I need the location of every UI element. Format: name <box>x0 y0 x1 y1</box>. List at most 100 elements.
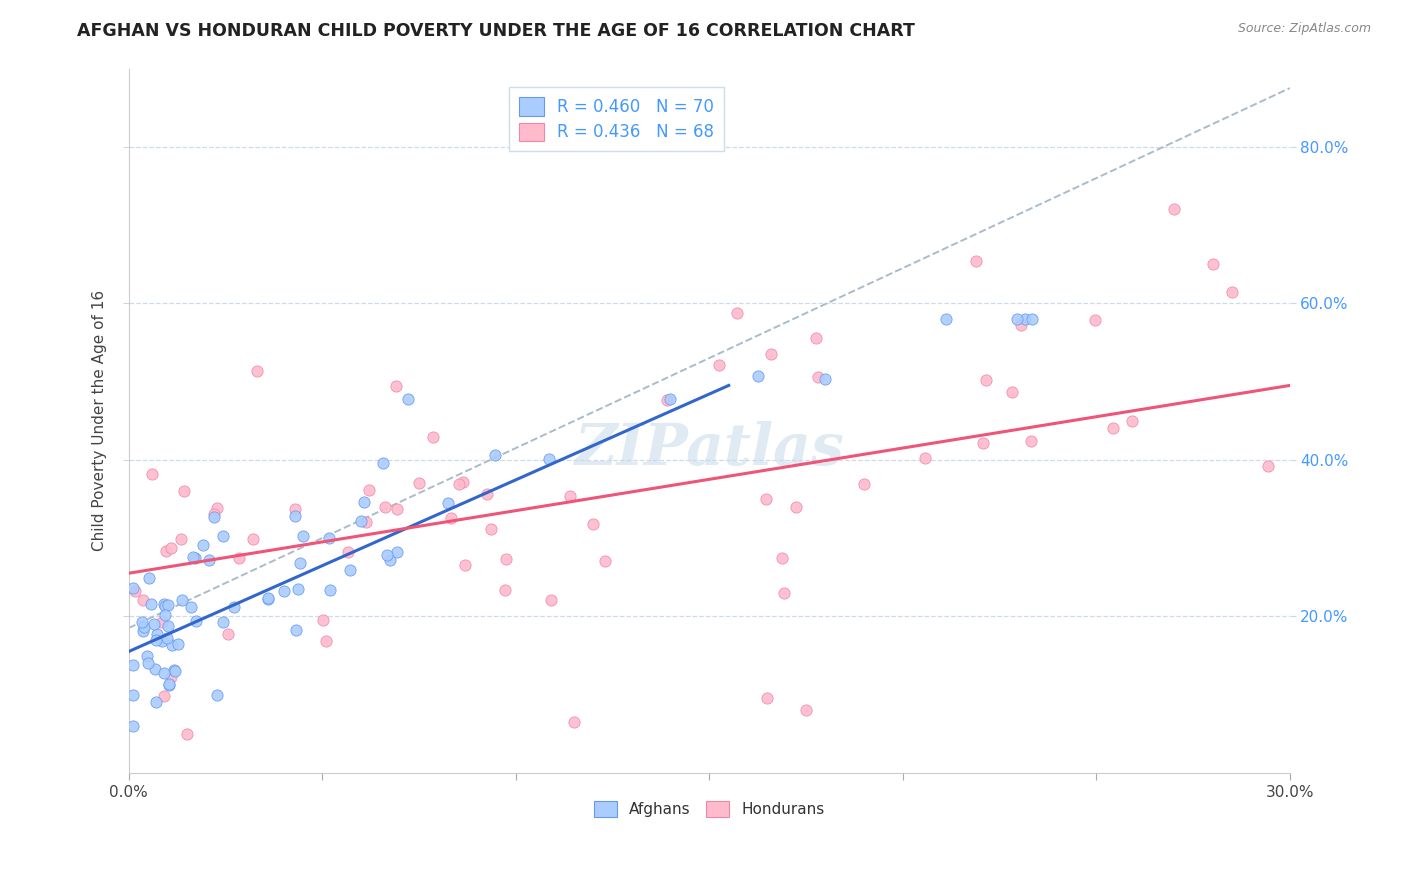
Point <box>246 364 269 378</box>
Point <box>170 533 193 547</box>
Point <box>242 532 264 546</box>
Point <box>319 583 342 598</box>
Point <box>1007 312 1029 326</box>
Point <box>150 615 173 630</box>
Point <box>291 529 314 543</box>
Point <box>453 475 475 490</box>
Point <box>315 633 337 648</box>
Text: Source: ZipAtlas.com: Source: ZipAtlas.com <box>1237 22 1371 36</box>
Point <box>121 581 143 595</box>
Point <box>155 631 177 645</box>
Point <box>1000 384 1022 399</box>
Point <box>150 633 173 648</box>
Point <box>288 556 311 570</box>
Point <box>138 571 160 585</box>
Point <box>205 501 228 516</box>
Point <box>198 553 221 567</box>
Point <box>375 549 398 563</box>
Point <box>212 615 235 629</box>
Point <box>136 649 159 664</box>
Point <box>337 545 360 559</box>
Point <box>122 658 145 673</box>
Text: ZIPatlas: ZIPatlas <box>575 420 845 477</box>
Point <box>157 678 180 692</box>
Point <box>852 477 875 491</box>
Point <box>770 550 793 565</box>
Point <box>385 501 408 516</box>
Point <box>785 500 807 515</box>
Point <box>1121 414 1143 428</box>
Point <box>284 502 307 516</box>
Point <box>228 551 250 566</box>
Point <box>202 508 225 522</box>
Point <box>1019 434 1042 449</box>
Point <box>582 517 605 532</box>
Point <box>285 624 308 638</box>
Point <box>437 496 460 510</box>
Point <box>180 600 202 615</box>
Point <box>756 691 779 706</box>
Point <box>385 545 408 559</box>
Point <box>184 614 207 628</box>
Point <box>273 583 295 598</box>
Point <box>479 522 502 536</box>
Point <box>593 554 616 568</box>
Point <box>484 448 506 462</box>
Point <box>972 436 994 450</box>
Point <box>353 494 375 508</box>
Point <box>538 452 561 467</box>
Point <box>914 450 936 465</box>
Point <box>122 688 145 702</box>
Point <box>1257 458 1279 473</box>
Point <box>132 624 155 638</box>
Point <box>755 491 778 506</box>
Point <box>257 591 280 606</box>
Point <box>371 457 394 471</box>
Point <box>759 347 782 361</box>
Point <box>540 593 562 607</box>
Point <box>440 510 463 524</box>
Point <box>974 373 997 387</box>
Point <box>396 392 419 406</box>
Point <box>160 638 183 652</box>
Point <box>350 514 373 528</box>
Point <box>136 657 159 671</box>
Point <box>163 664 186 678</box>
Point <box>157 598 180 612</box>
Point <box>385 379 408 393</box>
Point <box>121 719 143 733</box>
Point <box>212 528 235 542</box>
Point <box>965 253 987 268</box>
Point <box>475 487 498 501</box>
Point <box>141 467 163 481</box>
Point <box>224 600 246 615</box>
Point <box>747 368 769 383</box>
Point <box>156 619 179 633</box>
Point <box>145 627 167 641</box>
Point <box>447 477 470 491</box>
Legend: Afghans, Hondurans: Afghans, Hondurans <box>586 793 832 825</box>
Point <box>558 489 581 503</box>
Point <box>453 558 475 572</box>
Point <box>935 312 957 326</box>
Point <box>318 531 340 545</box>
Point <box>153 690 176 704</box>
Point <box>205 688 228 702</box>
Point <box>217 627 239 641</box>
Point <box>1010 318 1032 333</box>
Point <box>139 598 162 612</box>
Point <box>143 617 166 632</box>
Point <box>1163 202 1185 217</box>
Point <box>422 430 444 444</box>
Point <box>657 393 679 408</box>
Point <box>172 592 194 607</box>
Point <box>658 392 681 407</box>
Point <box>359 483 381 497</box>
Point <box>494 583 516 598</box>
Point <box>131 592 153 607</box>
Point <box>153 666 176 681</box>
Point <box>184 550 207 565</box>
Y-axis label: Child Poverty Under the Age of 16: Child Poverty Under the Age of 16 <box>93 290 107 551</box>
Point <box>153 607 176 622</box>
Point <box>176 726 198 740</box>
